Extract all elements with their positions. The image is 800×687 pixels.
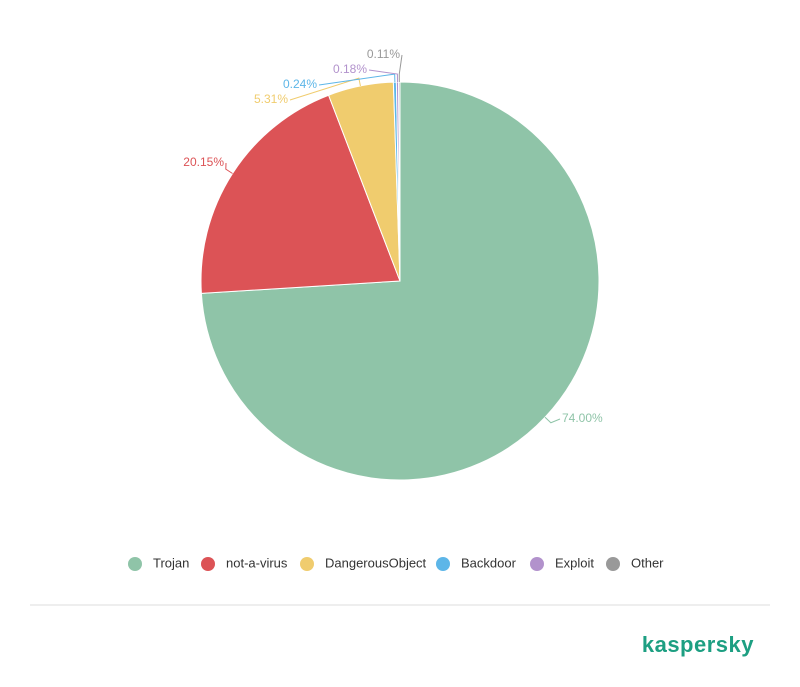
legend-marker — [300, 557, 314, 571]
legend-marker — [201, 557, 215, 571]
legend-label: Trojan — [153, 555, 189, 570]
brand-logo: kaspersky — [642, 632, 754, 657]
legend-marker — [530, 557, 544, 571]
legend-marker — [128, 557, 142, 571]
data-label: 0.11% — [367, 47, 400, 61]
data-label: 74.00% — [562, 411, 603, 425]
data-label: 5.31% — [254, 92, 288, 106]
pie-slice — [398, 81, 401, 282]
legend-label: Exploit — [555, 555, 594, 570]
leader-line — [398, 54, 403, 83]
legend-label: Backdoor — [461, 555, 517, 570]
legend-marker — [436, 557, 450, 571]
data-label: 20.15% — [183, 155, 224, 169]
legend-label: not-a-virus — [226, 555, 288, 570]
leader-line — [544, 416, 561, 424]
legend-marker — [606, 557, 620, 571]
data-label: 0.24% — [283, 77, 317, 91]
leader-line — [225, 162, 233, 174]
data-label: 0.18% — [333, 62, 367, 76]
legend-label: DangerousObject — [325, 555, 427, 570]
pie-slice — [200, 94, 401, 294]
leader-line — [289, 77, 361, 101]
legend-label: Other — [631, 555, 664, 570]
leader-line — [368, 69, 398, 83]
